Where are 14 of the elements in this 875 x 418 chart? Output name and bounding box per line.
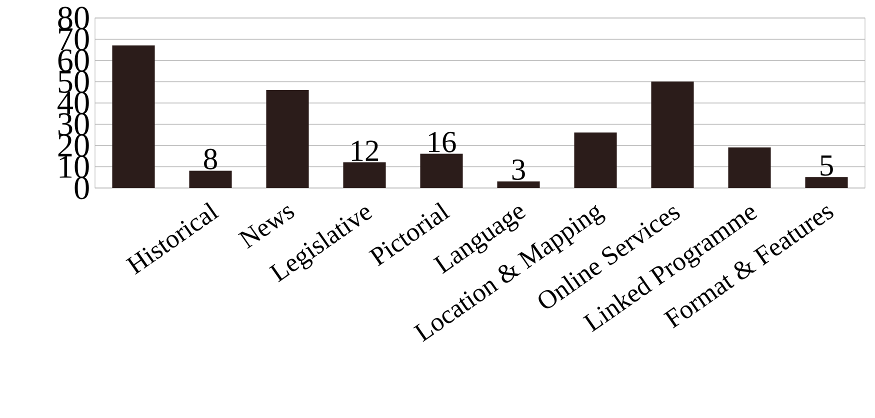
y-tick-label: 60 (58, 49, 89, 72)
data-label: 8 (204, 148, 217, 170)
y-tick-label: 40 (58, 92, 89, 114)
y-tick-label: 70 (59, 28, 89, 50)
data-label: 16 (428, 132, 456, 152)
y-tick-label: 10 (60, 156, 89, 178)
y-tick-label: 20 (58, 134, 89, 157)
data-label: 5 (820, 155, 833, 176)
y-tick-label: 80 (58, 6, 89, 30)
data-label: 3 (512, 160, 525, 180)
data-label: 12 (352, 140, 378, 161)
y-tick-label: 30 (58, 113, 89, 136)
y-tick-label: 50 (58, 70, 89, 93)
y-tick-label: 0 (74, 176, 89, 200)
